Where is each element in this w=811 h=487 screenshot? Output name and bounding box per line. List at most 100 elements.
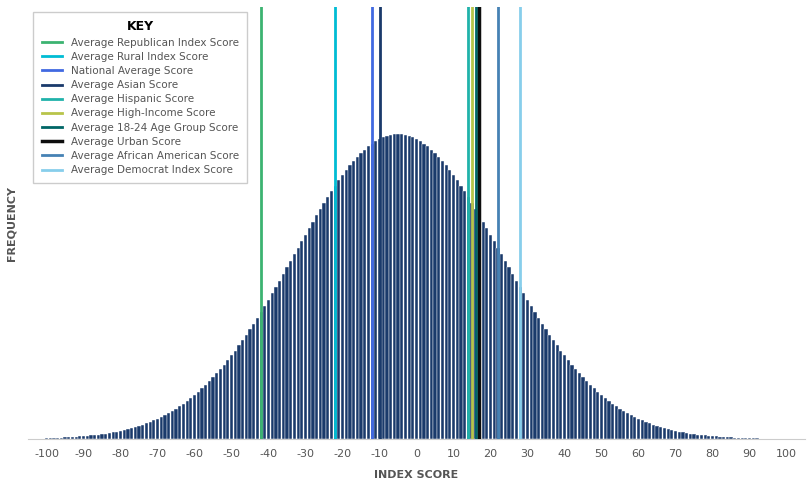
Bar bbox=[186, 401, 188, 439]
Bar bbox=[222, 365, 225, 439]
Bar bbox=[418, 141, 421, 439]
Bar bbox=[381, 137, 384, 439]
Bar bbox=[521, 293, 525, 439]
Bar bbox=[644, 422, 646, 439]
Bar bbox=[640, 420, 643, 439]
Bar bbox=[659, 427, 662, 439]
Bar bbox=[163, 415, 166, 439]
Bar bbox=[248, 329, 251, 439]
Bar bbox=[244, 335, 247, 439]
Bar bbox=[459, 186, 462, 439]
Bar bbox=[322, 203, 325, 439]
Bar bbox=[481, 222, 484, 439]
Bar bbox=[673, 431, 676, 439]
Bar bbox=[255, 318, 259, 439]
Bar bbox=[215, 373, 218, 439]
Bar bbox=[677, 431, 680, 439]
Bar bbox=[422, 144, 425, 439]
Bar bbox=[208, 381, 211, 439]
Bar bbox=[581, 377, 584, 439]
Bar bbox=[706, 436, 710, 439]
Bar bbox=[699, 435, 702, 439]
Bar bbox=[452, 175, 455, 439]
Bar bbox=[307, 228, 311, 439]
Bar bbox=[267, 300, 270, 439]
Bar bbox=[219, 369, 221, 439]
Bar bbox=[260, 312, 263, 439]
Bar bbox=[562, 356, 565, 439]
Bar bbox=[747, 438, 750, 439]
Bar bbox=[367, 147, 370, 439]
Bar bbox=[359, 153, 363, 439]
Bar bbox=[488, 235, 491, 439]
Bar bbox=[500, 254, 503, 439]
Bar bbox=[60, 438, 62, 439]
Bar bbox=[315, 215, 318, 439]
Bar bbox=[193, 395, 196, 439]
Bar bbox=[721, 437, 724, 439]
Bar bbox=[559, 351, 562, 439]
Bar bbox=[174, 409, 178, 439]
Bar bbox=[111, 432, 114, 439]
Bar bbox=[115, 431, 118, 439]
Bar bbox=[702, 435, 706, 439]
X-axis label: INDEX SCORE: INDEX SCORE bbox=[374, 470, 458, 480]
Bar bbox=[455, 180, 458, 439]
Bar bbox=[148, 422, 152, 439]
Bar bbox=[569, 365, 573, 439]
Bar bbox=[104, 433, 107, 439]
Bar bbox=[440, 161, 444, 439]
Bar bbox=[393, 134, 396, 439]
Bar bbox=[614, 406, 617, 439]
Bar bbox=[293, 254, 296, 439]
Bar bbox=[400, 134, 403, 439]
Bar bbox=[270, 293, 273, 439]
Bar bbox=[86, 436, 88, 439]
Bar bbox=[629, 415, 632, 439]
Bar bbox=[540, 324, 543, 439]
Bar bbox=[654, 426, 658, 439]
Bar bbox=[647, 423, 650, 439]
Bar bbox=[71, 437, 74, 439]
Bar bbox=[636, 419, 639, 439]
Bar bbox=[728, 437, 732, 439]
Bar bbox=[226, 360, 230, 439]
Bar bbox=[170, 411, 174, 439]
Bar bbox=[496, 248, 499, 439]
Bar bbox=[618, 409, 621, 439]
Bar bbox=[237, 345, 240, 439]
Bar bbox=[234, 351, 237, 439]
Bar bbox=[533, 312, 536, 439]
Bar bbox=[97, 434, 100, 439]
Bar bbox=[725, 437, 728, 439]
Bar bbox=[566, 360, 569, 439]
Bar bbox=[751, 438, 754, 439]
Bar bbox=[241, 340, 244, 439]
Bar bbox=[182, 404, 185, 439]
Bar bbox=[333, 186, 337, 439]
Bar bbox=[196, 392, 200, 439]
Bar bbox=[75, 437, 78, 439]
Bar bbox=[426, 147, 429, 439]
Bar bbox=[718, 437, 721, 439]
Bar bbox=[485, 228, 488, 439]
Bar bbox=[211, 377, 214, 439]
Bar bbox=[130, 428, 133, 439]
Bar bbox=[281, 274, 285, 439]
Bar bbox=[289, 261, 292, 439]
Bar bbox=[536, 318, 539, 439]
Y-axis label: FREQUENCY: FREQUENCY bbox=[7, 186, 17, 261]
Bar bbox=[529, 306, 532, 439]
Bar bbox=[377, 139, 380, 439]
Bar bbox=[621, 411, 624, 439]
Bar bbox=[82, 436, 85, 439]
Bar bbox=[407, 136, 410, 439]
Bar bbox=[326, 197, 329, 439]
Bar bbox=[669, 430, 672, 439]
Bar bbox=[695, 434, 698, 439]
Bar bbox=[744, 438, 746, 439]
Bar bbox=[348, 166, 351, 439]
Bar bbox=[56, 438, 59, 439]
Bar bbox=[470, 203, 473, 439]
Bar bbox=[127, 429, 130, 439]
